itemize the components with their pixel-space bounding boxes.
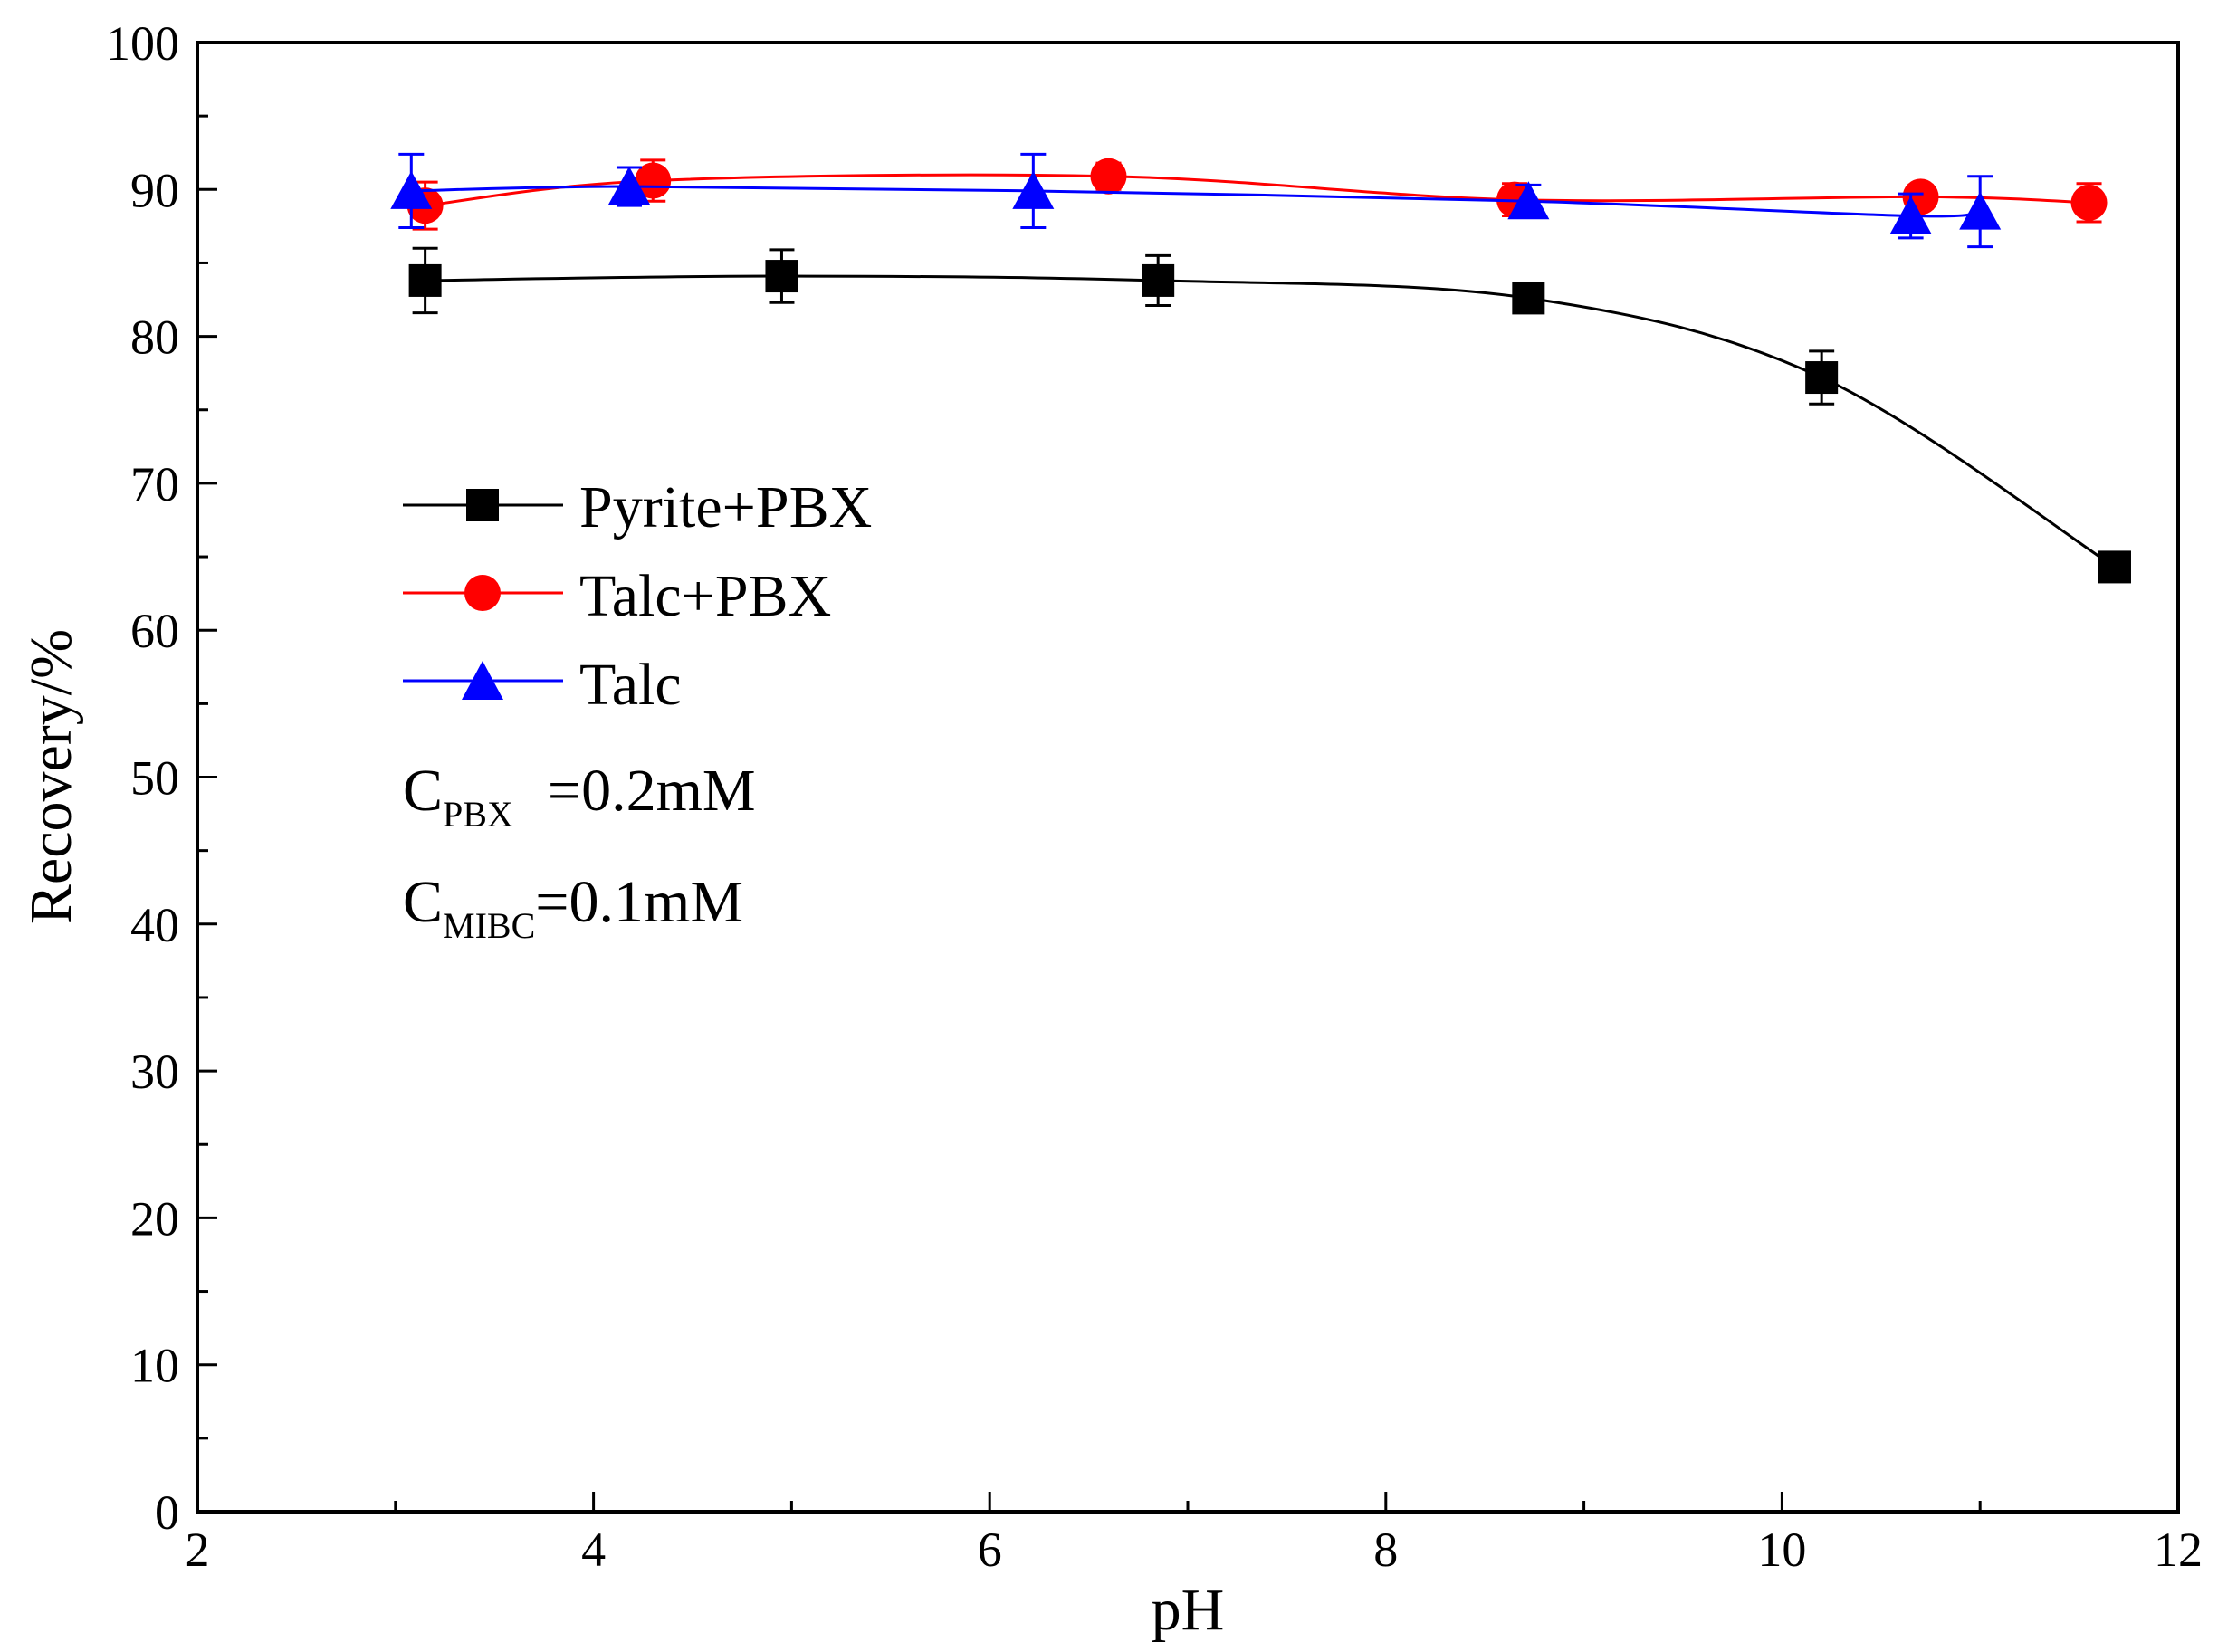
y-tick-label: 30 <box>130 1045 179 1099</box>
data-point-square <box>1512 282 1545 315</box>
annotation-pbx-main: C <box>403 758 443 824</box>
data-point-circle <box>1090 158 1127 195</box>
x-tick-label: 8 <box>1373 1523 1398 1577</box>
annotation-pbx-concentration: CPBX =0.2mM <box>403 758 756 835</box>
legend-label-talc-pbx: Talc+PBX <box>579 563 831 629</box>
annotation-mibc-value: =0.1mM <box>535 869 743 935</box>
data-point-triangle <box>1889 196 1932 234</box>
series-talc <box>390 152 2002 249</box>
y-tick-label: 50 <box>130 751 179 806</box>
y-tick-label: 90 <box>130 163 179 217</box>
y-tick-label: 40 <box>130 898 179 952</box>
legend-label-pyrite-pbx: Pyrite+PBX <box>579 474 872 540</box>
y-tick-label: 20 <box>130 1191 179 1246</box>
x-axis-label: pH <box>1152 1577 1225 1643</box>
y-axis-label: Recovery/% <box>18 629 84 924</box>
series-area <box>390 152 2131 584</box>
data-point-square <box>765 260 798 293</box>
annotation-pbx-sub: PBX <box>443 794 513 835</box>
y-tick-label: 70 <box>130 457 179 511</box>
annotation-pbx-value: =0.2mM <box>548 758 756 824</box>
y-tick-label: 0 <box>155 1485 179 1540</box>
data-point-triangle <box>1959 191 2002 230</box>
data-point-square <box>1142 263 1175 297</box>
legend: Pyrite+PBX Talc+PBX Talc <box>403 474 872 718</box>
y-tick-label: 60 <box>130 604 179 658</box>
x-tick-label: 10 <box>1757 1523 1806 1577</box>
y-tick-label: 100 <box>106 16 179 71</box>
series-line <box>425 274 2116 568</box>
data-point-triangle <box>607 167 650 205</box>
data-point-circle <box>2070 184 2108 221</box>
legend-item-talc-pbx: Talc+PBX <box>403 563 831 629</box>
y-tick-label: 10 <box>130 1339 179 1393</box>
y-tick-label: 80 <box>130 310 179 365</box>
x-tick-label: 6 <box>978 1523 1002 1577</box>
x-tick-label: 12 <box>2154 1523 2203 1577</box>
legend-marker-circle <box>464 575 501 611</box>
legend-item-talc: Talc <box>403 652 682 718</box>
legend-label-talc: Talc <box>579 652 682 718</box>
data-point-circle <box>635 162 672 199</box>
legend-marker-square <box>466 489 499 521</box>
annotation-mibc-sub: MIBC <box>443 905 535 946</box>
plot-frame <box>196 41 2180 1514</box>
data-point-square <box>1805 361 1839 395</box>
data-point-triangle <box>390 170 433 209</box>
x-tick-label: 4 <box>581 1523 606 1577</box>
data-point-triangle <box>1012 170 1055 209</box>
data-point-triangle <box>1507 181 1550 220</box>
annotation-mibc-concentration: CMIBC=0.1mM <box>403 869 743 946</box>
legend-marker-triangle <box>462 661 503 700</box>
legend-item-pyrite-pbx: Pyrite+PBX <box>403 474 872 540</box>
data-point-square <box>2098 550 2131 584</box>
series-pyrite-pbx <box>408 246 2131 584</box>
annotation-mibc-main: C <box>403 869 443 935</box>
x-tick-label: 2 <box>186 1523 210 1577</box>
data-point-square <box>408 263 442 297</box>
axis-ticks: 2 4 6 8 10 12 0 10 20 30 40 50 60 70 80 90 100 <box>106 16 2203 1577</box>
